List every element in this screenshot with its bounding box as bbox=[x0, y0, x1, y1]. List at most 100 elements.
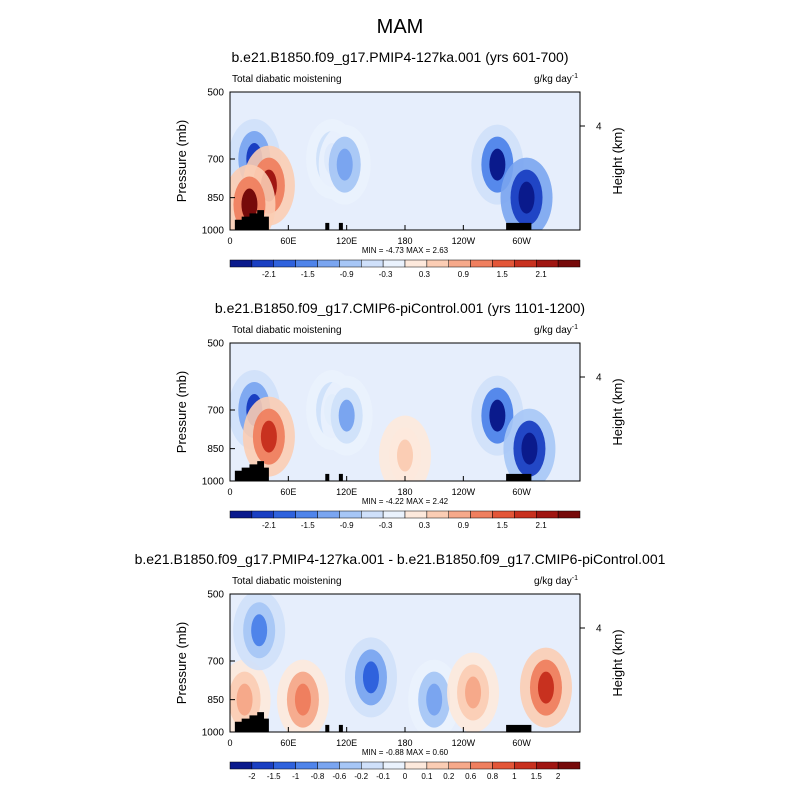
colorbar-swatch bbox=[317, 259, 340, 268]
y-tick-label: 850 bbox=[207, 695, 224, 706]
colorbar-label: -1.5 bbox=[301, 521, 315, 530]
colorbar-swatch bbox=[536, 259, 559, 268]
heatmap-blob-core bbox=[362, 661, 379, 694]
y-tick-label: 850 bbox=[207, 193, 224, 204]
heatmap-blob-core bbox=[489, 399, 506, 432]
colorbar-swatch bbox=[295, 510, 318, 519]
x-tick-label: 60E bbox=[280, 236, 296, 246]
colorbar-label: -0.2 bbox=[354, 772, 368, 781]
right-axis-label: Height (km) bbox=[610, 629, 625, 696]
colorbar-label: 2.1 bbox=[536, 521, 548, 530]
colorbar-label: 0 bbox=[403, 772, 408, 781]
topography-mask bbox=[506, 222, 532, 230]
topography-mask bbox=[234, 461, 269, 481]
colorbar-label: 1.5 bbox=[497, 270, 509, 279]
chart-units-exponent: -1 bbox=[572, 324, 578, 331]
colorbar-swatch bbox=[273, 761, 296, 770]
colorbar-swatch bbox=[557, 761, 581, 770]
heatmap-blob-core bbox=[294, 683, 311, 716]
colorbar-label: -0.3 bbox=[379, 521, 393, 530]
x-tick-label: 120E bbox=[336, 487, 357, 497]
colorbar-swatch bbox=[514, 510, 537, 519]
colorbar-swatch bbox=[339, 510, 362, 519]
x-tick-label: 180 bbox=[397, 236, 412, 246]
y-tick-label: 1000 bbox=[202, 477, 225, 488]
colorbar-label: 1 bbox=[512, 772, 517, 781]
colorbar-swatch bbox=[536, 761, 559, 770]
right-tick-label: 4 bbox=[596, 122, 602, 133]
right-tick-label: 4 bbox=[596, 624, 602, 635]
colorbar-swatch bbox=[339, 761, 362, 770]
topography-mask bbox=[325, 724, 330, 732]
heatmap-blob-core bbox=[251, 614, 268, 647]
y-tick-label: 850 bbox=[207, 444, 224, 455]
x-tick-label: 0 bbox=[227, 738, 232, 748]
topography-mask bbox=[325, 473, 330, 481]
chart-subtitle-left: Total diabatic moistening bbox=[232, 576, 342, 587]
heatmap-blob-core bbox=[518, 181, 535, 214]
x-tick-label: 180 bbox=[397, 738, 412, 748]
colorbar-swatch bbox=[251, 510, 274, 519]
colorbar-label: -1.5 bbox=[267, 772, 281, 781]
colorbar-swatch bbox=[382, 510, 406, 519]
heatmap-field bbox=[230, 343, 580, 481]
colorbar-swatch bbox=[229, 510, 253, 519]
colorbar-label: 2 bbox=[556, 772, 561, 781]
colorbar-label: -0.1 bbox=[376, 772, 390, 781]
colorbar-swatch bbox=[448, 761, 471, 770]
right-axis-label: Height (km) bbox=[610, 378, 625, 445]
colorbar-swatch bbox=[229, 761, 253, 770]
y-tick-label: 500 bbox=[207, 88, 224, 99]
colorbar-swatch bbox=[470, 259, 493, 268]
colorbar-swatch bbox=[426, 510, 449, 519]
chart-panel-3: b.e21.B1850.f09_g17.PMIP4-127ka.001 - b.… bbox=[135, 551, 666, 781]
colorbar-label: 0.6 bbox=[465, 772, 477, 781]
chart-units-exponent: -1 bbox=[572, 575, 578, 582]
colorbar-swatch bbox=[295, 259, 318, 268]
colorbar-label: 0.1 bbox=[421, 772, 433, 781]
y-tick-label: 700 bbox=[207, 656, 224, 667]
x-tick-label: 120E bbox=[336, 738, 357, 748]
colorbar-swatch bbox=[361, 510, 384, 519]
colorbar-label: 1.5 bbox=[497, 521, 509, 530]
x-tick-label: 0 bbox=[227, 236, 232, 246]
heatmap-field bbox=[230, 92, 580, 230]
chart-panel-2: b.e21.B1850.f09_g17.CMIP6-piControl.001 … bbox=[174, 300, 625, 530]
x-tick-label: 120W bbox=[452, 236, 476, 246]
chart-title: b.e21.B1850.f09_g17.PMIP4-127ka.001 (yrs… bbox=[231, 49, 568, 65]
colorbar-label: -0.9 bbox=[340, 270, 354, 279]
colorbar-swatch bbox=[273, 510, 296, 519]
colorbar-label: 2.1 bbox=[536, 270, 548, 279]
x-tick-label: 60E bbox=[280, 487, 296, 497]
colorbar-swatch bbox=[492, 259, 515, 268]
min-max-stats: MIN = -0.88 MAX = 0.60 bbox=[362, 748, 449, 757]
colorbar-swatch bbox=[514, 761, 537, 770]
colorbar-label: -1 bbox=[292, 772, 300, 781]
min-max-stats: MIN = -4.22 MAX = 2.42 bbox=[362, 497, 449, 506]
colorbar-swatch bbox=[448, 510, 471, 519]
chart-subtitle-left: Total diabatic moistening bbox=[232, 325, 342, 336]
colorbar-swatch bbox=[404, 761, 428, 770]
colorbar-swatch bbox=[317, 761, 340, 770]
chart-units-exponent: -1 bbox=[572, 73, 578, 80]
min-max-stats: MIN = -4.73 MAX = 2.63 bbox=[362, 246, 449, 255]
colorbar-swatch bbox=[536, 510, 559, 519]
colorbar-swatch bbox=[404, 259, 428, 268]
colorbar-label: -0.8 bbox=[311, 772, 325, 781]
heatmap-blob-core bbox=[260, 420, 277, 453]
colorbar-swatch bbox=[557, 259, 581, 268]
colorbar-label: 0.8 bbox=[487, 772, 499, 781]
y-axis-label: Pressure (mb) bbox=[174, 120, 189, 202]
colorbar-swatch bbox=[251, 761, 274, 770]
y-axis-label: Pressure (mb) bbox=[174, 371, 189, 453]
y-tick-label: 1000 bbox=[202, 728, 225, 739]
x-tick-label: 60W bbox=[512, 487, 531, 497]
topography-mask bbox=[325, 222, 330, 230]
right-axis-label: Height (km) bbox=[610, 127, 625, 194]
colorbar-swatch bbox=[382, 761, 406, 770]
chart-title: b.e21.B1850.f09_g17.CMIP6-piControl.001 … bbox=[215, 300, 585, 316]
colorbar-swatch bbox=[339, 259, 362, 268]
colorbar-swatch bbox=[426, 259, 449, 268]
colorbar-swatch bbox=[317, 510, 340, 519]
colorbar-swatch bbox=[229, 259, 253, 268]
